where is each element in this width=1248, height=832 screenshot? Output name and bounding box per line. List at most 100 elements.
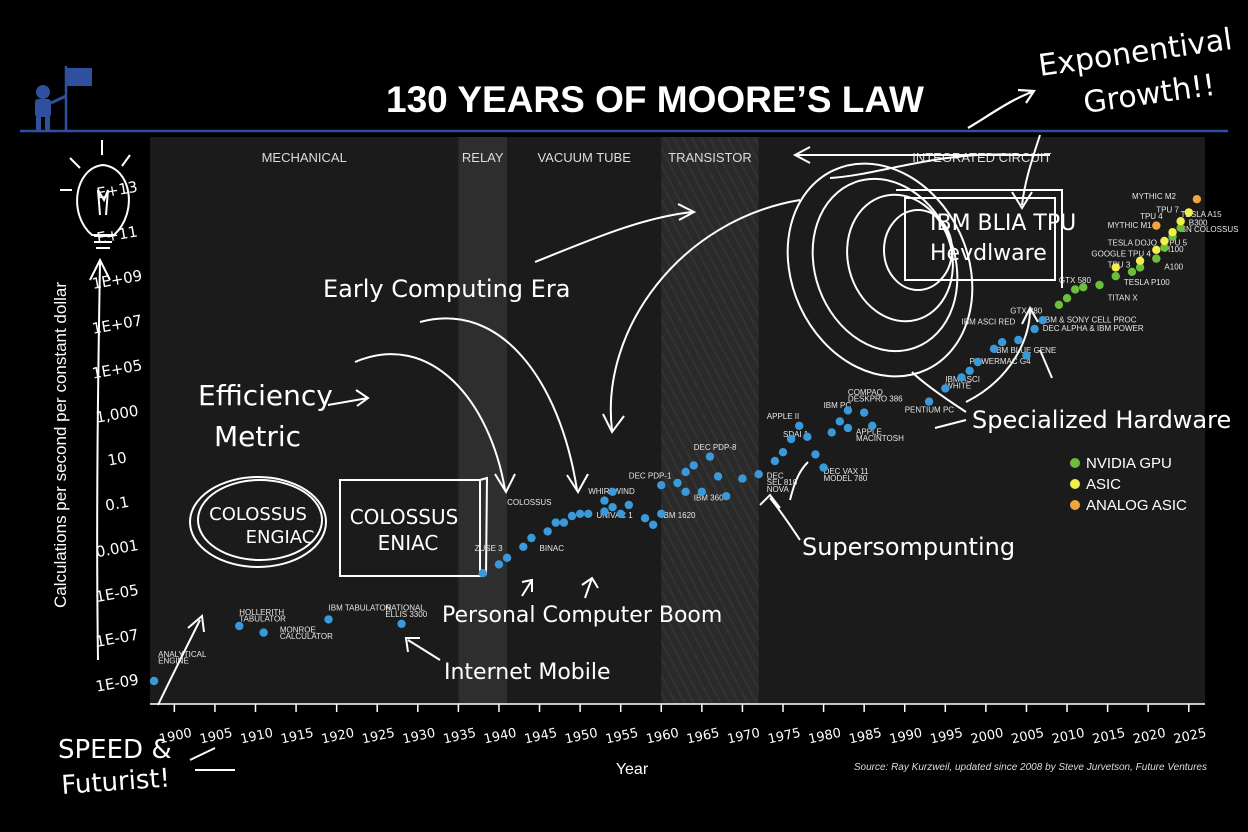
note-supercomputing: Supersompunting (802, 533, 1015, 561)
data-point (1127, 267, 1137, 276)
point-label: NATIONAL (385, 604, 425, 613)
point-label: IBM ASCI RED (962, 318, 1016, 327)
era-hatch (661, 333, 759, 522)
point-label: CALCULATOR (280, 632, 333, 641)
point-label: DEC PDP-1 (629, 472, 672, 481)
x-tick-label: 1910 (239, 726, 274, 748)
data-point (324, 615, 333, 624)
data-point (494, 560, 504, 569)
point-label: MACINTOSH (856, 434, 904, 443)
data-point (770, 456, 780, 466)
point-label: GTX 580 (1059, 276, 1092, 285)
era-hatch (663, 137, 759, 318)
era-hatch (661, 248, 759, 437)
era-label: TRANSISTOR (668, 150, 752, 165)
data-point (803, 432, 812, 441)
era-hatch (672, 137, 759, 301)
era-hatch (661, 605, 714, 704)
point-label: TABULATOR (239, 615, 286, 624)
x-tick-label: 1905 (198, 726, 233, 748)
era-hatch (661, 503, 759, 692)
point-label: ZUSE 3 (475, 544, 504, 553)
era-hatch (661, 469, 759, 658)
point-label: GOOGLE TPU 4 (1091, 249, 1151, 258)
data-point (681, 487, 690, 496)
era-hatch (699, 137, 759, 250)
note-internet: Internet Mobile (444, 660, 611, 685)
data-point (657, 481, 666, 490)
data-point (608, 503, 617, 512)
data-point (859, 408, 869, 417)
x-tick-label: 1965 (685, 726, 720, 748)
data-point (543, 527, 552, 536)
data-point (1192, 195, 1202, 204)
era-hatch (690, 137, 759, 267)
point-label: APPLE II (767, 412, 799, 421)
era-hatch (661, 146, 759, 335)
era-hatch (661, 401, 759, 590)
point-label: PENTIUM PC (905, 406, 955, 415)
point-label: TPU 5 (1164, 238, 1187, 247)
point-label: IBM & SONY CELL PROC (1043, 315, 1137, 324)
point-label: GTX 280 (1010, 307, 1043, 316)
data-point (1038, 316, 1047, 325)
note-efficiency-2: Metric (214, 420, 301, 453)
y-tick-label: 10 (106, 448, 128, 469)
data-point (786, 434, 796, 444)
y-sketch-arrow (96, 261, 101, 661)
y-tick-label: 0.1 (104, 493, 131, 515)
note-ibm-box-1: IBM BLIA TPU (930, 211, 1076, 236)
data-point (640, 514, 650, 523)
data-point (235, 621, 244, 631)
data-point (697, 487, 707, 496)
point-label: TESLA A15 (1181, 210, 1222, 219)
data-point (924, 397, 934, 406)
data-point (575, 509, 585, 518)
x-tick-label: 1950 (564, 726, 599, 748)
era-hatch (661, 197, 759, 386)
point-label: WHITE (945, 381, 971, 390)
data-point (778, 448, 788, 457)
data-point (1152, 221, 1161, 230)
point-label: IBM BLUE GENE (994, 346, 1056, 355)
x-tick-labels: 1900 1905 1910 1915 1920 1925 1930 1935 1940 1945… (158, 726, 1208, 748)
data-point (965, 366, 974, 375)
legend-label: ASIC (1086, 476, 1121, 493)
era-hatch (661, 350, 759, 539)
data-point (1030, 324, 1039, 334)
point-label: IBM TABULATOR (329, 604, 392, 613)
x-tick-label: 1955 (604, 726, 639, 748)
data-point (397, 619, 406, 628)
x-tick-label: 2015 (1091, 726, 1126, 748)
data-point (584, 509, 593, 518)
point-label: COMPAQ (848, 388, 883, 397)
page-title: 130 YEARS OF MOORE’S LAW (386, 79, 924, 120)
x-tick-label: 1970 (726, 726, 761, 748)
data-point (868, 421, 877, 430)
data-point (1095, 280, 1104, 290)
x-tick-label: 2000 (969, 726, 1004, 748)
point-label: DESKPRO 386 (848, 395, 903, 404)
x-tick-label: 1945 (523, 726, 558, 748)
data-point (600, 507, 609, 516)
data-point (1176, 217, 1185, 226)
data-point (1152, 245, 1161, 254)
point-label: TPU 3 (1108, 260, 1131, 269)
era-hatch (661, 214, 759, 403)
x-tick-label: 2010 (1051, 726, 1086, 748)
data-point (616, 509, 625, 518)
data-point (957, 373, 966, 382)
data-point (608, 487, 617, 496)
note-ibm-box-2: Hevdlware (930, 241, 1047, 266)
data-point (843, 406, 853, 415)
point-label: TPU 4 (1140, 212, 1163, 221)
data-point (835, 417, 845, 426)
point-label: MONROE (280, 626, 316, 635)
point-label: SEL 810 (767, 478, 798, 487)
sketch-layer (60, 134, 1063, 771)
data-point (941, 384, 950, 393)
era-label: RELAY (462, 150, 504, 165)
point-label: POWERMAC G4 (970, 357, 1031, 366)
era-hatch (661, 299, 759, 488)
point-label: UNIVAC 1 (596, 511, 633, 520)
